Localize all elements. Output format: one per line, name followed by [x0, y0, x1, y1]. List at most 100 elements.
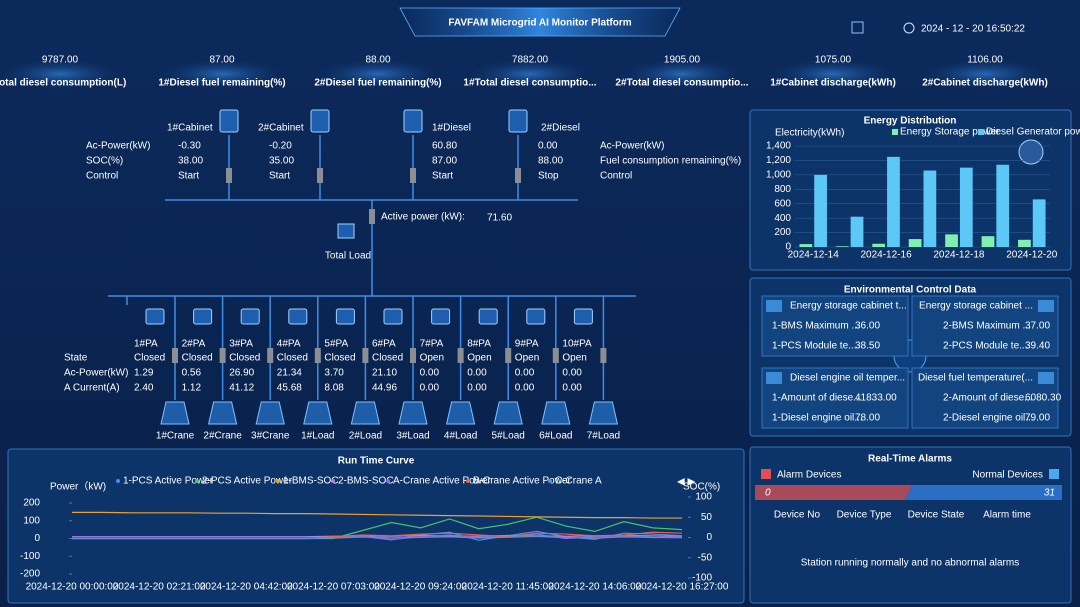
kpi-value: 87.00 [209, 55, 234, 66]
pa-name: 9#PA [515, 339, 539, 350]
pa-name: 4#PA [277, 339, 301, 350]
source-power: -0.30 [178, 141, 201, 152]
load-icon [255, 401, 285, 425]
pa-state: Closed [182, 353, 213, 364]
env-label: 1-PCS Module te... [772, 341, 856, 352]
row-label: Ac-Power(kW) [600, 141, 664, 152]
y2-tick-label: -100 [692, 573, 712, 584]
pa-power: 0.00 [467, 368, 487, 379]
kpi-label: Total diesel consumption(L) [0, 78, 126, 89]
normal-icon [1049, 469, 1059, 479]
load-name: 1#Load [301, 431, 334, 442]
card-icon [766, 372, 782, 384]
source-name: 2#Cabinet [258, 123, 304, 134]
y-tick-label: 1,200 [766, 155, 791, 166]
load-name: 3#Crane [251, 431, 290, 442]
pa-state: Open [467, 353, 491, 364]
bar [835, 246, 849, 247]
bar [981, 236, 995, 247]
legend-label: 1-PCS Active Power [123, 476, 214, 487]
row-label: Ac-Power(kW) [64, 368, 128, 379]
bus-value: 71.60 [487, 213, 512, 224]
env-card [911, 295, 1059, 357]
row-label: Ac-Power(kW) [86, 141, 150, 152]
datetime: 2024 - 12 - 20 16:50:22 [921, 24, 1025, 35]
source-level: 38.00 [178, 156, 203, 167]
pa-current: 0.00 [467, 383, 487, 394]
x-tick-label: 2024-12-20 02:21:00 [113, 582, 206, 593]
y-axis-label: Electricity(kWh) [775, 128, 844, 139]
y2-tick-label: 50 [701, 512, 713, 523]
pa-power: 21.10 [372, 368, 397, 379]
chart-title: Energy Distribution [864, 116, 957, 127]
row-label: Control [600, 171, 632, 182]
bar [814, 174, 827, 247]
source-power: 60.80 [432, 141, 457, 152]
clock-icon [903, 22, 915, 34]
legend-dot [548, 479, 552, 483]
y-tick-label: 1,400 [766, 141, 791, 152]
card-icon [1038, 372, 1054, 384]
row-label: SOC(%) [86, 156, 123, 167]
pa-name: 7#PA [420, 339, 444, 350]
legend-dot [466, 479, 470, 483]
source-icon [310, 109, 330, 133]
pa-current: 0.00 [420, 383, 440, 394]
load-icon [445, 401, 476, 425]
env-card [761, 367, 909, 429]
env-value: 41833.00 [855, 393, 897, 404]
x-tick-label: 2024-12-20 16:27:00 [636, 582, 729, 593]
pa-icon [193, 308, 213, 325]
kpi-label: 2#Cabinet discharge(kWh) [922, 78, 1048, 89]
kpi-label: 1#Total diesel consumptio... [463, 78, 596, 89]
env-value: 79.00 [1025, 413, 1050, 424]
bar [945, 234, 958, 247]
env-card [761, 295, 909, 357]
y-tick-label: 1,000 [766, 169, 791, 180]
pa-current: 0.00 [515, 383, 535, 394]
legend-swatch [892, 129, 898, 135]
x-tick-label: 2024-12-20 07:03:00 [287, 582, 380, 593]
kpi-glow [462, 58, 598, 90]
load-icon [160, 401, 190, 425]
kpi-glow [614, 58, 750, 90]
x-tick-label: 2024-12-16 [860, 250, 912, 261]
icon [851, 21, 864, 34]
x-tick-label: 2024-12-20 09:24:00 [374, 582, 467, 593]
kpi-label: 2#Diesel fuel remaining(%) [314, 78, 441, 89]
kpi-label: 1#Cabinet discharge(kWh) [770, 78, 896, 89]
card-title: Diesel engine oil temper... [790, 373, 905, 384]
legend-label: 1-BMS-SOC [283, 476, 339, 487]
legend-label: A-Crane Active Power [393, 476, 491, 487]
legend-label: 2-BMS-SOC [338, 476, 394, 487]
x-tick-label: 2024-12-14 [788, 250, 840, 261]
legend-label: 2-PCS Active Power [202, 476, 293, 487]
y-tick-label: 800 [774, 184, 791, 195]
load-name: 3#Load [396, 431, 429, 442]
kpi-label: 1#Diesel fuel remaining(%) [158, 78, 285, 89]
source-control: Stop [538, 171, 559, 182]
alarm-icon [761, 469, 771, 479]
kpi-glow [154, 58, 290, 90]
source-icon [403, 109, 423, 133]
bar [799, 244, 813, 247]
pa-icon [335, 308, 355, 325]
series-line [72, 535, 683, 540]
column-header: Device Type [837, 510, 892, 521]
y-tick-label: 100 [23, 515, 40, 526]
pa-state: Closed [277, 353, 308, 364]
kpi-glow [310, 58, 446, 90]
kpi-glow [917, 58, 1053, 90]
y-tick-label: -100 [20, 551, 40, 562]
kpi-glow [0, 58, 128, 90]
load-icon [303, 401, 333, 425]
column-header: Device No [774, 510, 821, 521]
source-name: 2#Diesel [541, 123, 580, 134]
row-label: Control [86, 171, 118, 182]
x-tick-label: 2024-12-20 14:06:00 [548, 582, 641, 593]
pa-current: 0.00 [562, 383, 582, 394]
switch [226, 168, 232, 183]
panel-title: Environmental Control Data [844, 285, 977, 296]
normal-label: Normal Devices [972, 470, 1043, 481]
